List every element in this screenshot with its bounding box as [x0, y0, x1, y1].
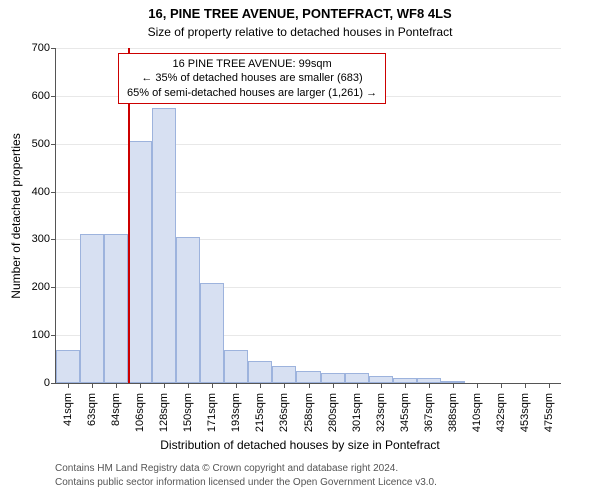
y-tick-label: 300 [32, 233, 50, 245]
histogram-bar [200, 283, 224, 384]
x-tick-label: 388sqm [447, 393, 459, 432]
y-tick-label: 400 [32, 186, 50, 198]
y-axis-label: Number of detached properties [9, 133, 23, 298]
y-tick-label: 500 [32, 138, 50, 150]
legend-line: 65% of semi-detached houses are larger (… [127, 86, 377, 100]
legend-line: ← 35% of detached houses are smaller (68… [127, 71, 377, 85]
histogram-bar [369, 376, 393, 383]
x-tick-label: 84sqm [110, 393, 122, 426]
y-tick-label: 200 [32, 281, 50, 293]
x-tick-label: 171sqm [206, 393, 218, 432]
x-tick-label: 345sqm [399, 393, 411, 432]
x-tick-label: 301sqm [351, 393, 363, 432]
histogram-bar [152, 108, 176, 383]
chart-title-line1: 16, PINE TREE AVENUE, PONTEFRACT, WF8 4L… [0, 6, 600, 21]
legend-box: 16 PINE TREE AVENUE: 99sqm← 35% of detac… [118, 53, 386, 104]
x-tick-label: 63sqm [86, 393, 98, 426]
y-tick-label: 100 [32, 329, 50, 341]
histogram-bar [272, 366, 296, 383]
y-tick-label: 0 [44, 377, 50, 389]
x-tick-label: 280sqm [327, 393, 339, 432]
legend-line: 16 PINE TREE AVENUE: 99sqm [127, 57, 377, 71]
x-tick-label: 323sqm [375, 393, 387, 432]
x-tick-label: 258sqm [303, 393, 315, 432]
histogram-bar [56, 350, 80, 384]
x-tick-label: 432sqm [495, 393, 507, 432]
x-tick-label: 106sqm [134, 393, 146, 432]
x-tick-label: 410sqm [471, 393, 483, 432]
x-tick-label: 193sqm [230, 393, 242, 432]
x-tick-label: 475sqm [543, 393, 555, 432]
x-tick-label: 128sqm [158, 393, 170, 432]
x-tick-label: 236sqm [278, 393, 290, 432]
chart-container: 16, PINE TREE AVENUE, PONTEFRACT, WF8 4L… [0, 0, 600, 500]
chart-title-line2: Size of property relative to detached ho… [0, 25, 600, 39]
histogram-bar [128, 141, 152, 383]
histogram-bar [80, 234, 104, 383]
histogram-bar [345, 373, 369, 383]
x-tick-label: 150sqm [182, 393, 194, 432]
histogram-bar [296, 371, 320, 383]
y-tick-label: 600 [32, 90, 50, 102]
x-axis-label: Distribution of detached houses by size … [0, 438, 600, 452]
footer-line2: Contains public sector information licen… [55, 477, 437, 488]
histogram-bar [224, 350, 248, 384]
y-tick-label: 700 [32, 42, 50, 54]
footer-line1: Contains HM Land Registry data © Crown c… [55, 463, 398, 474]
histogram-bar [248, 361, 272, 383]
x-tick-label: 41sqm [62, 393, 74, 426]
histogram-bar [321, 373, 345, 383]
x-tick-label: 215sqm [254, 393, 266, 432]
histogram-bar [176, 237, 200, 383]
x-tick-label: 367sqm [423, 393, 435, 432]
x-tick-label: 453sqm [519, 393, 531, 432]
histogram-bar [104, 234, 128, 383]
